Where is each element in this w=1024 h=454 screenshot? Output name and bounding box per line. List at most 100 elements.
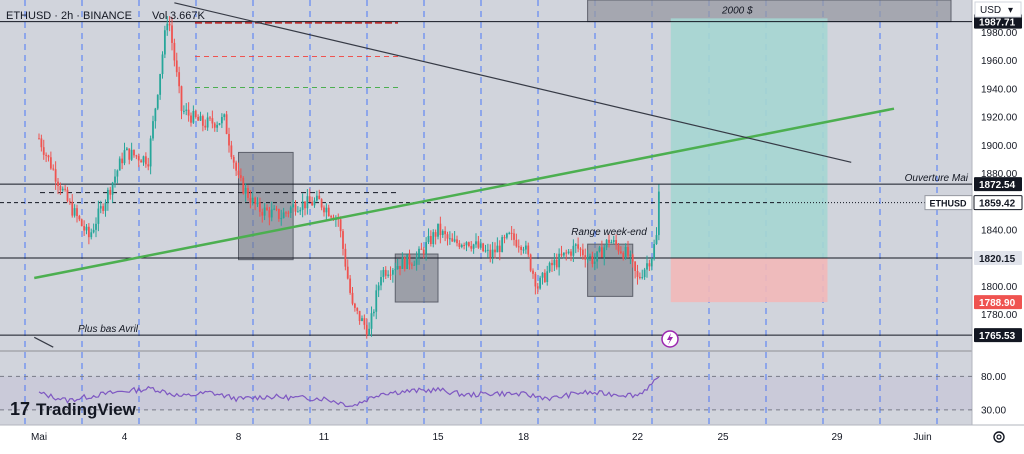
down-candle xyxy=(194,110,197,117)
currency-button[interactable]: USD ▾ xyxy=(974,1,1022,18)
rsi-level-label: 30.00 xyxy=(981,405,1006,416)
up-candle xyxy=(396,266,399,269)
down-candle xyxy=(102,206,105,211)
up-candle xyxy=(415,257,418,265)
stop-zone[interactable] xyxy=(670,258,828,303)
down-candle xyxy=(638,276,641,278)
up-candle xyxy=(574,244,577,246)
up-candle xyxy=(437,223,439,237)
time-tick-label: 8 xyxy=(236,432,242,443)
up-candle xyxy=(432,232,435,245)
price-tick-label: 1920.00 xyxy=(981,113,1018,124)
up-candle xyxy=(372,311,375,314)
up-candle xyxy=(116,170,119,177)
down-candle xyxy=(581,249,584,256)
down-candle xyxy=(517,246,520,248)
down-candle xyxy=(135,155,138,157)
price-tick-label: 1880.00 xyxy=(981,169,1018,180)
down-candle xyxy=(648,263,651,267)
up-candle xyxy=(553,259,556,266)
down-candle xyxy=(78,216,81,220)
settings-gear-icon[interactable] xyxy=(993,431,1005,443)
up-candle xyxy=(382,269,385,278)
up-candle xyxy=(256,202,259,205)
price-tag xyxy=(974,328,1022,343)
down-candle xyxy=(515,239,518,247)
up-candle xyxy=(610,242,613,244)
alert-lightning-icon[interactable] xyxy=(661,330,679,348)
down-candle xyxy=(147,164,150,167)
down-candle xyxy=(622,253,625,259)
tradingview-watermark: 17 TradingView xyxy=(10,399,137,419)
down-candle xyxy=(451,238,454,242)
up-candle xyxy=(99,206,102,209)
up-candle xyxy=(159,74,162,95)
price-tag xyxy=(974,295,1022,310)
range-box[interactable] xyxy=(238,151,294,261)
down-candle xyxy=(342,231,344,249)
drawing-rectangles[interactable] xyxy=(238,0,952,303)
up-candle xyxy=(522,249,525,251)
down-candle xyxy=(173,42,176,61)
up-candle xyxy=(361,318,363,321)
down-candle xyxy=(494,249,496,253)
trendlines[interactable] xyxy=(33,2,895,348)
up-candle xyxy=(612,240,615,243)
down-candle xyxy=(144,156,147,165)
time-axis[interactable]: Mai 4 8 11 15 18 22 25 29 Juin xyxy=(31,432,932,443)
chart-annotations: 2000 $ Range week-end Ouverture Mai Plus ba… xyxy=(78,5,969,335)
up-candle xyxy=(370,313,373,329)
up-candle xyxy=(501,237,504,252)
down-candle xyxy=(351,292,354,304)
up-candle xyxy=(163,30,166,55)
up-candle xyxy=(296,211,299,213)
down-candle xyxy=(577,244,580,249)
down-candle xyxy=(190,115,192,123)
down-candle xyxy=(45,154,48,156)
up-candle xyxy=(598,247,601,252)
horizontal-levels[interactable] xyxy=(0,21,972,336)
down-candle xyxy=(470,246,473,249)
down-candle xyxy=(59,185,62,191)
price-target-box[interactable] xyxy=(587,0,952,23)
down-candle xyxy=(330,216,333,218)
time-tick-label: 22 xyxy=(632,432,644,443)
down-candle xyxy=(389,274,392,276)
down-candle xyxy=(180,86,183,111)
up-candle xyxy=(185,109,188,111)
tradingview-logo-icon: 17 xyxy=(10,399,30,419)
trendline-green[interactable] xyxy=(34,107,895,280)
down-candle xyxy=(446,234,449,239)
up-candle xyxy=(491,249,494,258)
price-tag-value: 1859.42 xyxy=(979,199,1016,210)
rsi-line xyxy=(38,376,660,408)
time-axis-background xyxy=(0,425,1024,449)
up-candle xyxy=(142,156,145,163)
up-candle xyxy=(453,239,456,242)
up-candle xyxy=(315,195,318,201)
annotation-ouverture-mai: Ouverture Mai xyxy=(905,173,969,184)
up-candle xyxy=(85,226,88,231)
long-position-tool[interactable] xyxy=(670,18,828,303)
symbol-title[interactable]: ETHUSD · 2h · BINANCE xyxy=(6,10,132,22)
trendline-dark[interactable] xyxy=(174,2,852,163)
down-candle xyxy=(230,145,233,157)
up-candle xyxy=(92,229,95,233)
price-tag-value: 1788.90 xyxy=(979,298,1016,309)
chevron-down-icon: ▾ xyxy=(1008,5,1013,16)
down-candle xyxy=(356,307,359,311)
down-candle xyxy=(467,242,470,247)
up-candle xyxy=(394,268,397,271)
time-tick-label: 18 xyxy=(518,432,530,443)
trendline-dark-short[interactable] xyxy=(33,336,54,348)
down-candle xyxy=(242,177,245,194)
down-candle xyxy=(617,245,620,252)
up-candle xyxy=(114,176,116,183)
down-candle xyxy=(76,208,78,217)
up-candle xyxy=(182,110,185,112)
annotation-range-week-end: Range week-end xyxy=(571,227,647,238)
price-axis-background xyxy=(972,0,1024,425)
up-candle xyxy=(270,209,273,218)
